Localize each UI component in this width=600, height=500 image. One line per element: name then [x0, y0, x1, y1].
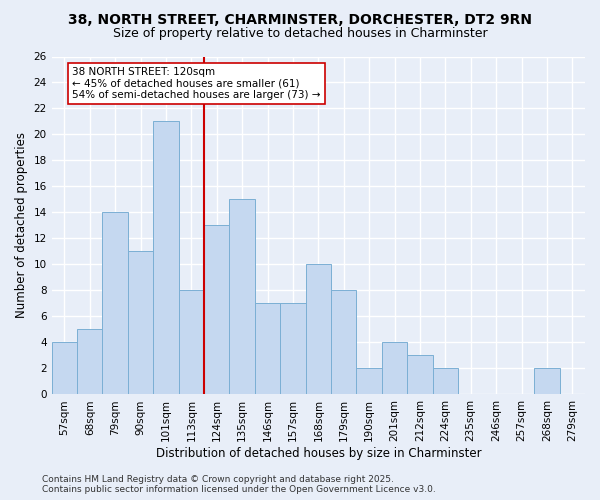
Bar: [153, 122, 179, 394]
Bar: [433, 368, 458, 394]
Text: Size of property relative to detached houses in Charminster: Size of property relative to detached ho…: [113, 28, 487, 40]
Bar: [179, 290, 204, 395]
Text: Contains HM Land Registry data © Crown copyright and database right 2025.
Contai: Contains HM Land Registry data © Crown c…: [42, 474, 436, 494]
Bar: [229, 200, 255, 394]
Bar: [382, 342, 407, 394]
Bar: [356, 368, 382, 394]
Bar: [534, 368, 560, 394]
Bar: [204, 226, 229, 394]
Bar: [128, 252, 153, 394]
Bar: [77, 330, 103, 394]
Bar: [280, 304, 305, 394]
Bar: [407, 356, 433, 395]
Bar: [52, 342, 77, 394]
Text: 38, NORTH STREET, CHARMINSTER, DORCHESTER, DT2 9RN: 38, NORTH STREET, CHARMINSTER, DORCHESTE…: [68, 12, 532, 26]
Bar: [255, 304, 280, 394]
Bar: [103, 212, 128, 394]
Bar: [331, 290, 356, 395]
Text: 38 NORTH STREET: 120sqm
← 45% of detached houses are smaller (61)
54% of semi-de: 38 NORTH STREET: 120sqm ← 45% of detache…: [72, 67, 320, 100]
X-axis label: Distribution of detached houses by size in Charminster: Distribution of detached houses by size …: [155, 447, 481, 460]
Y-axis label: Number of detached properties: Number of detached properties: [15, 132, 28, 318]
Bar: [305, 264, 331, 394]
